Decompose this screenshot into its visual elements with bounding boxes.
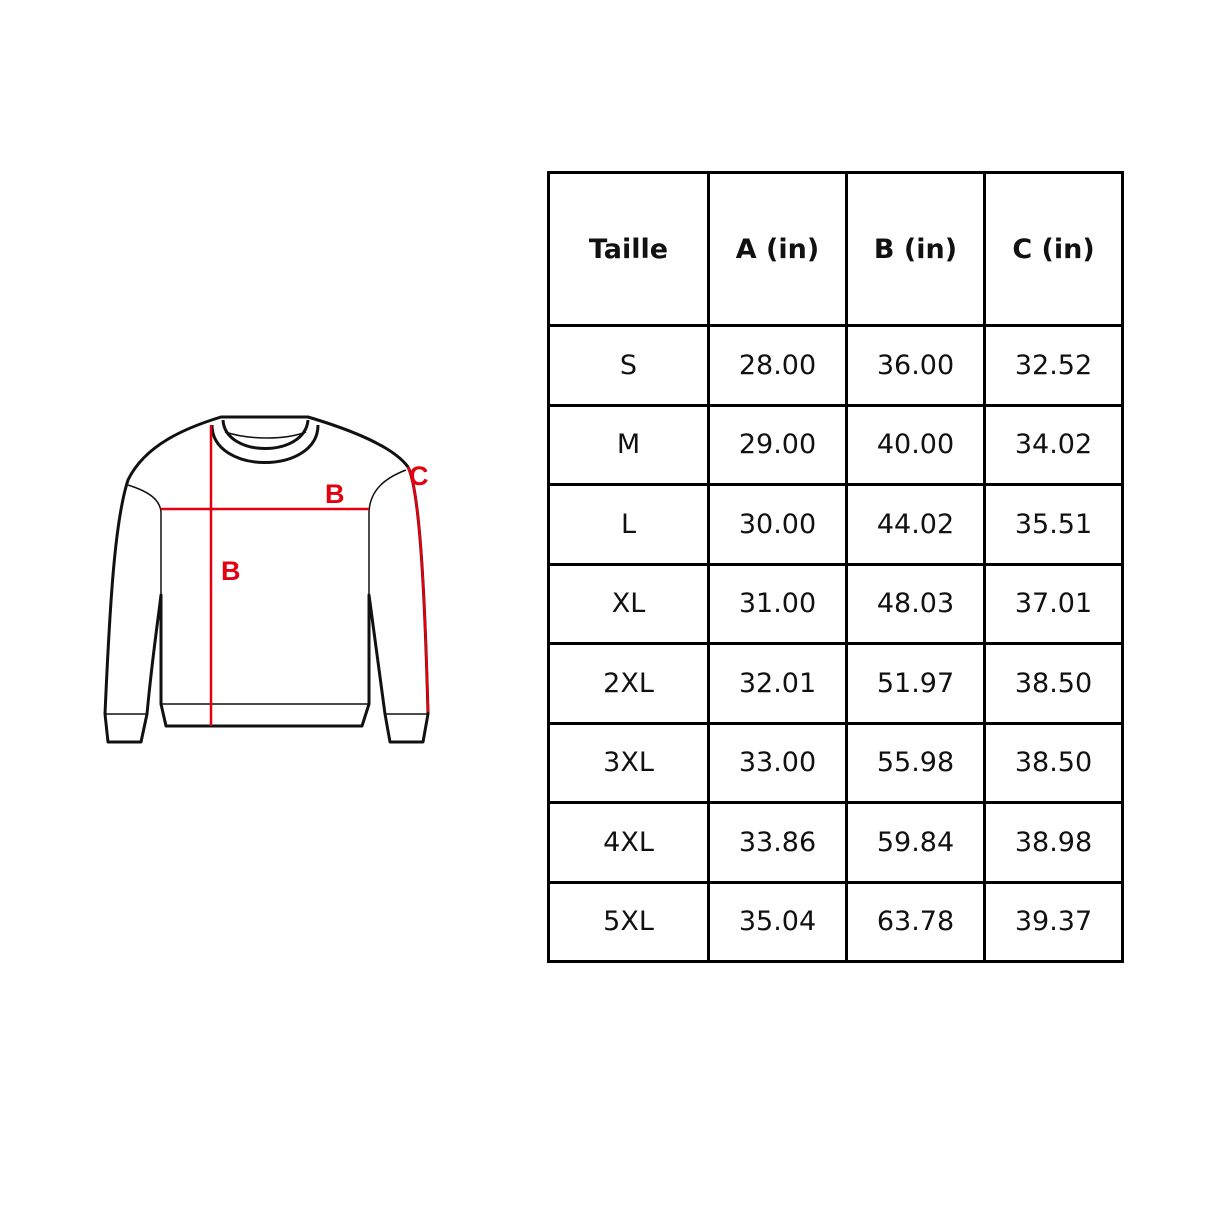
length-label: B (221, 556, 241, 586)
cell-size: 4XL (547, 801, 710, 884)
cell-a: 33.00 (707, 721, 848, 804)
table-row: 4XL 33.86 59.84 38.98 (547, 801, 1124, 884)
cell-size: S (547, 324, 710, 407)
cell-c: 37.01 (983, 562, 1124, 645)
cell-c: 38.50 (983, 642, 1124, 725)
cell-b: 40.00 (845, 403, 986, 486)
table-row: 2XL 32.01 51.97 38.50 (547, 642, 1124, 725)
cell-b: 55.98 (845, 721, 986, 804)
cell-size: 5XL (547, 880, 710, 963)
table-row: 5XL 35.04 63.78 39.37 (547, 880, 1124, 963)
cell-size: M (547, 403, 710, 486)
cell-size: 3XL (547, 721, 710, 804)
header-c: C (in) (983, 171, 1124, 327)
cell-c: 38.50 (983, 721, 1124, 804)
cell-size: 2XL (547, 642, 710, 725)
cell-c: 34.02 (983, 403, 1124, 486)
cell-b: 63.78 (845, 880, 986, 963)
table-row: L 30.00 44.02 35.51 (547, 483, 1124, 566)
cell-b: 59.84 (845, 801, 986, 884)
header-a: A (in) (707, 171, 848, 327)
cell-a: 32.01 (707, 642, 848, 725)
header-b: B (in) (845, 171, 986, 327)
cell-b: 48.03 (845, 562, 986, 645)
cell-a: 31.00 (707, 562, 848, 645)
cell-b: 51.97 (845, 642, 986, 725)
table-header-row: Taille A (in) B (in) C (in) (547, 171, 1124, 327)
cell-c: 32.52 (983, 324, 1124, 407)
cell-b: 44.02 (845, 483, 986, 566)
sweater-outline (103, 415, 430, 744)
width-label: B (325, 479, 345, 509)
cell-b: 36.00 (845, 324, 986, 407)
cell-a: 29.00 (707, 403, 848, 486)
table-row: S 28.00 36.00 32.52 (547, 324, 1124, 407)
cell-c: 38.98 (983, 801, 1124, 884)
cell-c: 39.37 (983, 880, 1124, 963)
sleeve-line (406, 466, 430, 713)
table-row: XL 31.00 48.03 37.01 (547, 562, 1124, 645)
cell-a: 28.00 (707, 324, 848, 407)
cell-a: 33.86 (707, 801, 848, 884)
sleeve-label: C (409, 461, 429, 491)
size-chart-table: Taille A (in) B (in) C (in) S 28.00 36.00 3… (547, 171, 1124, 963)
header-size: Taille (547, 171, 710, 327)
table-row: M 29.00 40.00 34.02 (547, 403, 1124, 486)
cell-a: 35.04 (707, 880, 848, 963)
cell-size: XL (547, 562, 710, 645)
cell-size: L (547, 483, 710, 566)
cell-a: 30.00 (707, 483, 848, 566)
table-row: 3XL 33.00 55.98 38.50 (547, 721, 1124, 804)
measurement-lines (161, 425, 430, 726)
cell-c: 35.51 (983, 483, 1124, 566)
